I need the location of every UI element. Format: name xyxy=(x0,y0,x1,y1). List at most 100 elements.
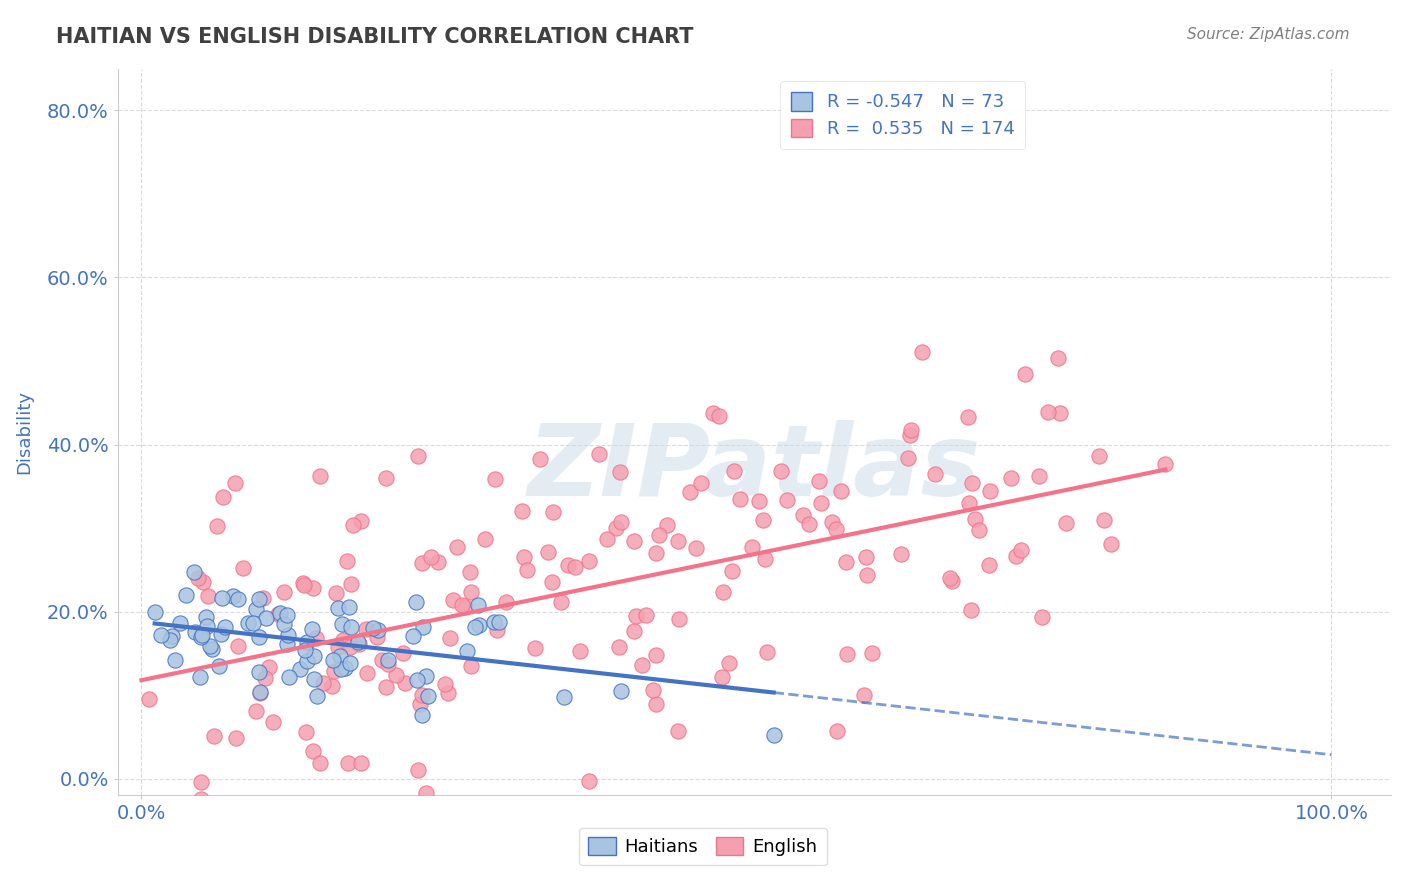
Point xyxy=(249,686,271,700)
Point xyxy=(439,632,461,646)
Point xyxy=(474,532,496,546)
Point xyxy=(1047,351,1070,366)
Point xyxy=(890,547,912,561)
Point xyxy=(855,567,877,582)
Point xyxy=(524,641,547,656)
Point xyxy=(236,615,259,630)
Point xyxy=(273,616,295,631)
Point xyxy=(323,664,346,678)
Point xyxy=(578,773,600,788)
Point xyxy=(245,602,267,616)
Point xyxy=(568,644,591,658)
Point xyxy=(668,612,690,626)
Point xyxy=(484,472,506,486)
Point xyxy=(402,629,425,643)
Point xyxy=(273,584,295,599)
Point xyxy=(550,595,572,609)
Point xyxy=(770,464,793,478)
Point xyxy=(301,622,323,636)
Point xyxy=(862,646,884,660)
Point xyxy=(941,574,963,589)
Point xyxy=(195,619,218,633)
Point xyxy=(1099,537,1122,551)
Point xyxy=(553,690,575,705)
Point xyxy=(411,556,433,570)
Point xyxy=(446,541,468,555)
Point xyxy=(717,657,740,671)
Point xyxy=(464,620,486,634)
Point xyxy=(226,639,249,653)
Point xyxy=(342,518,364,533)
Point xyxy=(415,668,437,682)
Point xyxy=(1054,516,1077,530)
Point xyxy=(302,672,325,686)
Point xyxy=(305,631,328,645)
Point xyxy=(188,670,211,684)
Point xyxy=(723,464,745,478)
Point xyxy=(295,654,318,668)
Point xyxy=(588,447,610,461)
Point xyxy=(225,731,247,745)
Point xyxy=(209,626,232,640)
Point xyxy=(190,630,212,644)
Point xyxy=(411,708,433,723)
Point xyxy=(799,516,821,531)
Point xyxy=(543,505,565,519)
Point xyxy=(707,409,730,423)
Point xyxy=(609,465,631,479)
Point xyxy=(897,451,920,466)
Point xyxy=(645,546,668,560)
Point xyxy=(143,605,166,619)
Point xyxy=(277,628,299,642)
Point xyxy=(792,508,814,522)
Point xyxy=(328,640,350,654)
Point xyxy=(183,566,205,580)
Point xyxy=(536,544,558,558)
Point xyxy=(645,697,668,711)
Point xyxy=(626,609,648,624)
Point xyxy=(529,452,551,467)
Point xyxy=(406,450,429,464)
Point xyxy=(336,554,359,568)
Point xyxy=(454,600,477,615)
Point xyxy=(347,637,370,651)
Point xyxy=(340,620,363,634)
Point xyxy=(482,615,505,629)
Point xyxy=(391,646,413,660)
Point xyxy=(375,680,398,694)
Point xyxy=(394,675,416,690)
Point xyxy=(377,652,399,666)
Point xyxy=(957,410,980,425)
Point xyxy=(269,606,291,620)
Point xyxy=(1049,406,1071,420)
Point xyxy=(301,744,323,758)
Point xyxy=(308,756,330,771)
Point xyxy=(326,601,349,615)
Point xyxy=(202,729,225,743)
Point xyxy=(636,607,658,622)
Point xyxy=(516,563,538,577)
Point xyxy=(184,624,207,639)
Point xyxy=(411,688,433,702)
Point xyxy=(412,619,434,633)
Point xyxy=(226,592,249,607)
Point xyxy=(409,698,432,712)
Point xyxy=(346,634,368,648)
Point xyxy=(623,624,645,639)
Point xyxy=(762,728,785,742)
Point xyxy=(332,632,354,647)
Point xyxy=(292,576,315,591)
Point xyxy=(467,598,489,612)
Point xyxy=(460,659,482,673)
Point xyxy=(460,585,482,599)
Point xyxy=(969,523,991,537)
Point xyxy=(835,555,858,569)
Point xyxy=(965,512,987,526)
Point xyxy=(302,581,325,595)
Point xyxy=(329,648,352,663)
Point xyxy=(710,670,733,684)
Point xyxy=(232,561,254,575)
Point xyxy=(138,692,160,706)
Point xyxy=(405,595,427,609)
Point xyxy=(666,533,689,548)
